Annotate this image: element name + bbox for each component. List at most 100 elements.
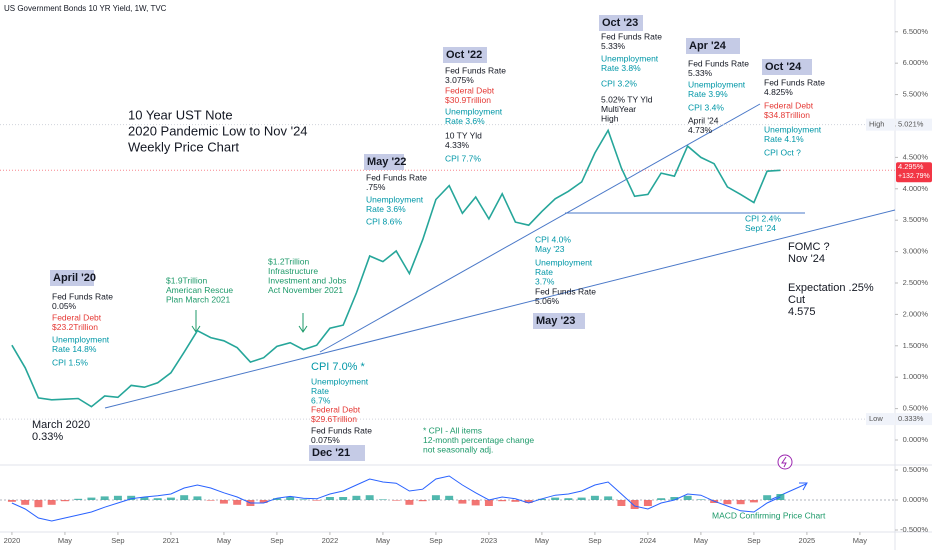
arrow-head [298,325,308,333]
x-tick-label: May [217,536,231,545]
annotation: 6.7% [311,395,331,405]
annotation: Fed Funds Rate [535,286,596,296]
x-tick-label: May [694,536,708,545]
date-box [762,59,812,75]
annotation: $30.9Trillion [445,95,491,105]
date-box-label: Apr '24 [689,40,727,52]
macd-bar [736,500,745,505]
annotation: Rate 3.6% [445,116,485,126]
annotation: .75% [366,182,386,192]
annotation: Rate [311,386,329,396]
date-box [309,445,365,461]
x-tick-label: 2025 [799,536,816,545]
annotation: $23.2Trillion [52,322,98,332]
annotation: CPI 4.0% [535,234,571,244]
annotation: MACD Confirming Price Chart [712,510,826,520]
annotation: 0.075% [311,435,340,445]
annotation: Act November 2021 [268,285,343,295]
annotation: Plan March 2021 [166,294,231,304]
annotation: 2020 Pandemic Low to Nov '24 [128,123,308,138]
annotation: MultiYear [601,104,636,114]
annotation: Expectation .25% [788,282,874,294]
x-tick-label: 2021 [163,536,180,545]
annotation: Unemployment [52,334,110,344]
macd-bar [7,500,16,502]
macd-bar [498,500,507,502]
annotation: Weekly Price Chart [128,139,239,154]
macd-bar [127,495,136,500]
macd-bar [312,500,321,501]
macd-bar [219,500,228,504]
macd-y-tick-label: -0.500% [900,525,928,534]
macd-bar [21,500,30,505]
chart-title: US Government Bonds 10 YR Yield, 1W, TVC [4,4,167,13]
y-tick-label: 1.000% [903,372,929,381]
macd-bar [365,495,374,500]
macd-bar [630,500,639,509]
date-box [50,270,94,286]
macd-bar [74,498,83,500]
annotation: Fed Funds Rate [311,425,372,435]
annotation: Cut [788,294,805,306]
macd-bar [511,500,520,502]
date-box [686,38,740,54]
annotation: 3.075% [445,75,474,85]
macd-bar [458,500,467,504]
date-box [364,154,404,170]
macd-bar [272,498,281,500]
macd-bar [180,495,189,500]
macd-bar [193,496,202,500]
macd-bar [484,500,493,506]
macd-bar [696,499,705,500]
macd-bar [577,497,586,500]
x-tick-label: May [535,536,549,545]
last-price-tag [896,162,932,183]
annotation: CPI Oct ? [764,147,801,157]
high-value: 5.021% [898,120,924,129]
macd-bar [299,499,308,500]
annotation: CPI 3.2% [601,78,637,88]
annotation: 4.575 [788,306,816,318]
x-tick-label: 2020 [4,536,21,545]
macd-bar [113,495,122,500]
date-box-label: Dec '21 [312,447,350,459]
macd-bar [590,495,599,500]
annotation: Federal Debt [764,100,814,110]
macd-bar [392,500,401,501]
annotation: 0.05% [52,301,77,311]
macd-line [11,475,781,522]
low-value: 0.333% [898,414,924,423]
macd-bar [325,497,334,500]
annotation: CPI 7.0% * [311,361,366,373]
macd-bar [604,496,613,500]
annotation: CPI 8.6% [366,216,402,226]
annotation: Fed Funds Rate [688,58,749,68]
y-tick-label: 5.500% [903,90,929,99]
date-box-label: Oct '23 [602,17,638,29]
annotation: Rate [535,267,553,277]
macd-bar [471,500,480,506]
trend-line [104,209,896,409]
trend-line [319,103,761,353]
y-tick-label: 3.000% [903,247,929,256]
macd-bar [47,500,56,505]
annotation: 10 TY Yld [445,130,482,140]
annotation: FOMC ? [788,241,830,253]
annotation: not seasonally adj. [423,444,493,454]
event-icon[interactable] [777,454,793,470]
annotation: Federal Debt [445,85,495,95]
annotation: Sept '24 [745,223,776,233]
macd-bar [749,500,758,503]
annotation: 5.02% TY Yld [601,94,653,104]
macd-bar [643,500,652,506]
macd-bar [431,495,440,500]
macd-bar [564,498,573,500]
macd-bar [153,498,162,500]
annotation: Unemployment [535,257,593,267]
date-box-label: May '23 [536,315,575,327]
annotation: Rate 3.8% [601,63,641,73]
annotation: Unemployment [311,376,369,386]
annotation: Fed Funds Rate [52,291,113,301]
annotation: CPI 1.5% [52,357,88,367]
